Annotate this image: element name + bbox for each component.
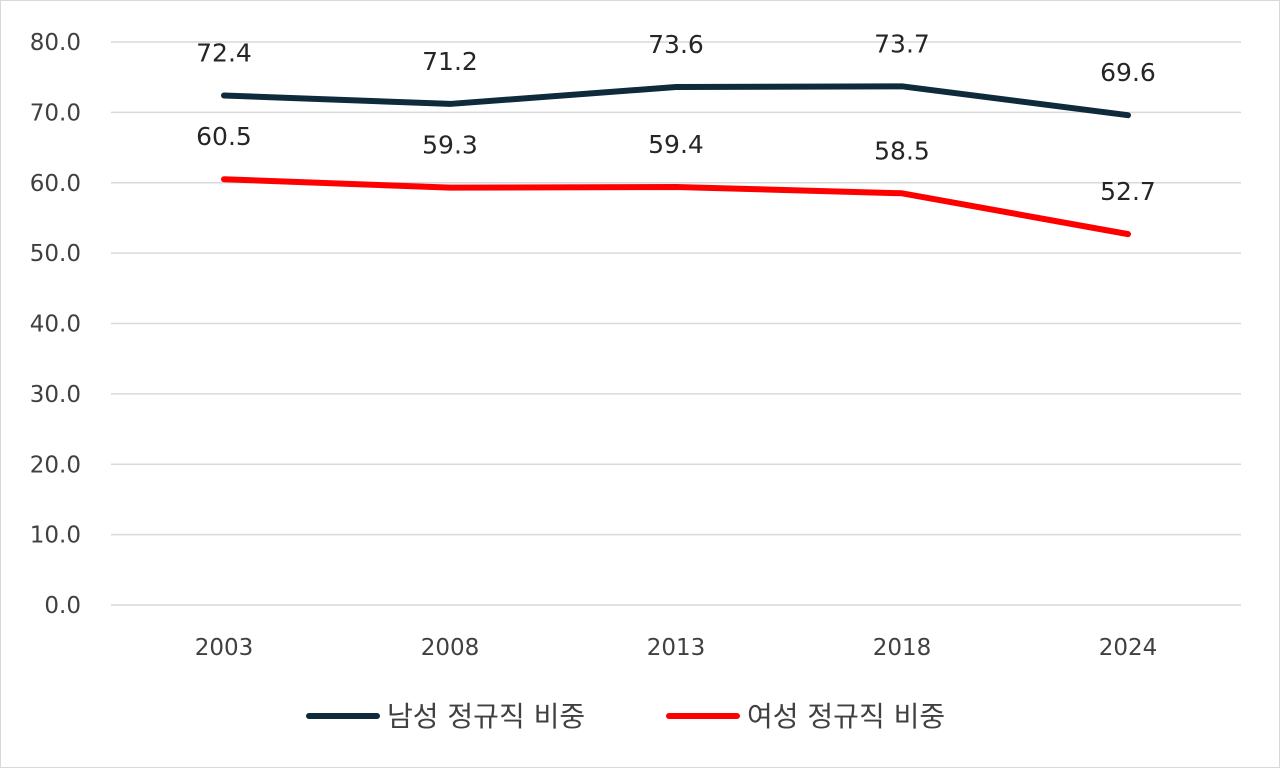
legend-label-0: 남성 정규직 비중 — [387, 700, 585, 733]
data-label: 69.6 — [1100, 58, 1156, 87]
series-lines — [221, 83, 1131, 238]
legend-label-1: 여성 정규직 비중 — [747, 700, 945, 733]
legend: 남성 정규직 비중 여성 정규직 비중 — [306, 700, 945, 733]
x-tick-label: 2013 — [647, 635, 706, 661]
data-label: 59.4 — [648, 130, 704, 159]
y-tick-label: 50.0 — [30, 241, 81, 267]
data-labels: 72.4 71.2 73.6 73.7 69.6 60.5 59.3 59.4 58.5 52.7 — [196, 29, 1156, 206]
series-line-1 — [221, 176, 1131, 238]
y-tick-label: 10.0 — [30, 523, 81, 549]
gridlines — [111, 41, 1241, 606]
data-label: 52.7 — [1100, 177, 1156, 206]
y-tick-label: 30.0 — [30, 382, 81, 408]
x-tick-label: 2003 — [195, 635, 254, 661]
y-tick-label: 0.0 — [44, 593, 81, 619]
y-tick-label: 60.0 — [30, 171, 81, 197]
x-tick-label: 2024 — [1099, 635, 1158, 661]
data-label: 59.3 — [422, 131, 478, 160]
series-line-0 — [221, 83, 1131, 119]
data-label: 73.7 — [874, 29, 930, 58]
data-label: 60.5 — [196, 122, 252, 151]
y-tick-label: 70.0 — [30, 100, 81, 126]
data-label: 58.5 — [874, 136, 930, 165]
x-tick-label: 2018 — [873, 635, 932, 661]
x-tick-label: 2008 — [421, 635, 480, 661]
data-label: 73.6 — [648, 30, 704, 59]
y-tick-label: 20.0 — [30, 452, 81, 478]
y-axis-ticks: 0.0 10.0 20.0 30.0 40.0 50.0 60.0 70.0 80.0 — [30, 30, 81, 619]
data-label: 71.2 — [422, 47, 478, 76]
y-tick-label: 80.0 — [30, 30, 81, 56]
x-axis-ticks: 2003 2008 2013 2018 2024 — [195, 635, 1158, 661]
data-label: 72.4 — [196, 38, 252, 67]
y-tick-label: 40.0 — [30, 312, 81, 338]
